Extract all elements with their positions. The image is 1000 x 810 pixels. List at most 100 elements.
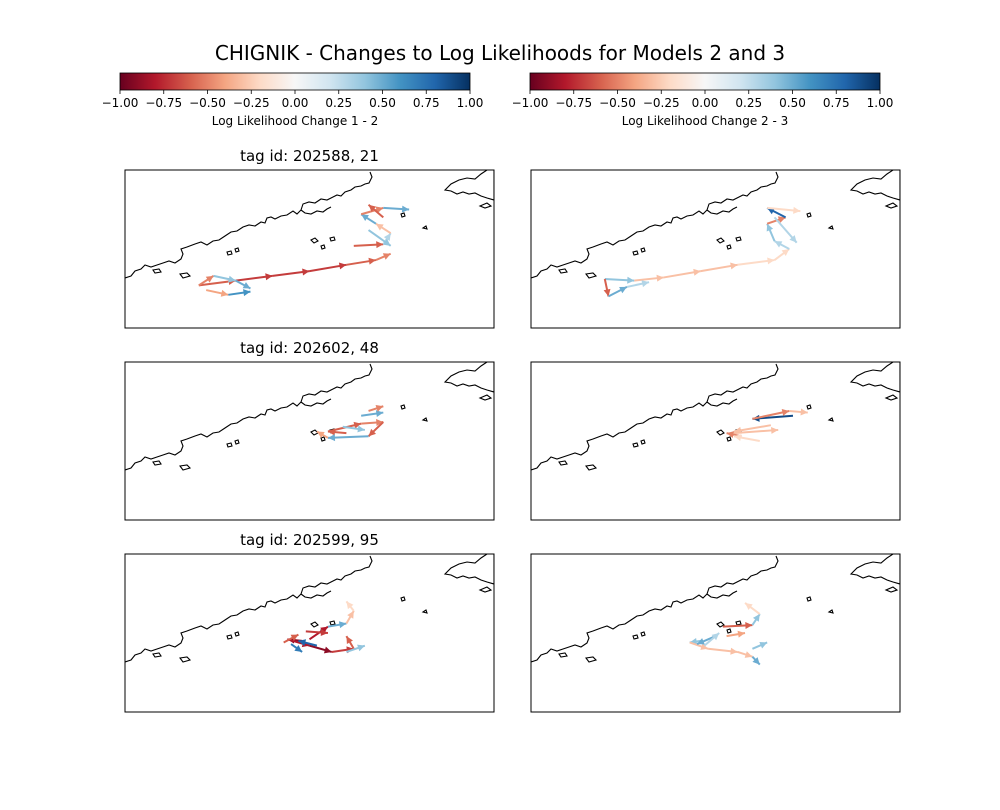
track-arrow — [235, 279, 251, 290]
coastline-east — [849, 554, 900, 585]
coastline-east — [443, 170, 494, 201]
colorbar-tick-label: −1.00 — [512, 96, 549, 110]
track-arrow — [744, 602, 761, 615]
island — [421, 417, 428, 422]
island — [310, 621, 319, 628]
track-arrow — [663, 268, 701, 279]
track-arrow — [383, 205, 410, 213]
map-panel-2-1 — [124, 361, 495, 521]
island — [827, 609, 834, 614]
track-arrow — [205, 289, 229, 297]
track-arrow — [316, 430, 329, 439]
track-arrow — [737, 651, 753, 658]
island — [400, 596, 406, 602]
map-panel-3-2 — [530, 553, 901, 713]
figure-title: CHIGNIK - Changes to Log Likelihoods for… — [215, 41, 785, 65]
track-arrow — [346, 257, 377, 266]
colorbar-tick-label: 0.75 — [413, 96, 440, 110]
island — [640, 247, 646, 253]
coastline — [706, 206, 738, 215]
colorbar-tick-label: −0.50 — [189, 96, 226, 110]
colorbar-tick-label: −0.25 — [643, 96, 680, 110]
island — [179, 656, 192, 663]
colorbar-label: Log Likelihood Change 2 - 3 — [622, 114, 789, 128]
colorbar-tick-label: −0.50 — [599, 96, 636, 110]
track-arrow — [789, 408, 808, 416]
island — [585, 656, 598, 663]
track-arrow — [327, 621, 347, 629]
island — [152, 460, 162, 466]
row-tag-1: tag id: 202588, 21 — [124, 147, 901, 329]
island — [421, 609, 428, 614]
colorbar-tick-label: 0.25 — [325, 96, 352, 110]
map-panel-1-1 — [124, 169, 495, 329]
colorbar-tick-label: 0.25 — [735, 96, 762, 110]
track-arrow — [773, 248, 790, 261]
track-arrow — [345, 635, 355, 650]
island — [735, 620, 742, 626]
coastline — [706, 398, 738, 407]
coastline-east — [443, 362, 494, 393]
track-arrow — [367, 204, 384, 219]
map-frame — [530, 169, 901, 329]
track-arrow — [346, 644, 366, 653]
coastline-east — [849, 362, 900, 393]
island — [884, 202, 899, 209]
track-arrow — [375, 222, 392, 235]
island — [320, 244, 326, 250]
island — [152, 268, 162, 274]
track-arrow — [228, 289, 251, 297]
colorbar-tick-label: 1.00 — [457, 96, 484, 110]
track-arrow — [703, 632, 720, 647]
colorbar-tick-label: −0.75 — [145, 96, 182, 110]
track-arrow — [726, 630, 746, 638]
track-arrow — [773, 216, 798, 244]
track-arrow — [774, 240, 790, 250]
island — [806, 212, 812, 218]
track-arrow — [342, 425, 365, 433]
track-arrow — [361, 419, 384, 427]
colorbars: −1.00 −0.75 −0.50 −0.25 0.00 0.25 0.50 0.75 1.00… — [102, 72, 893, 128]
colorbar-gradient — [529, 72, 881, 91]
island — [179, 464, 192, 471]
coastline — [300, 206, 332, 215]
track-arrow — [213, 274, 236, 283]
island — [585, 272, 598, 279]
island — [884, 586, 899, 593]
track-arrow — [327, 434, 369, 442]
map-panel-3-1 — [124, 553, 495, 713]
track-arrow — [345, 600, 355, 612]
track-arrow — [708, 647, 738, 655]
row-tag-3: tag id: 202599, 95 — [124, 531, 901, 713]
panel-title: tag id: 202599, 95 — [240, 531, 379, 549]
track-arrow — [766, 207, 787, 219]
track-arrow — [367, 421, 384, 437]
track-arrow — [198, 275, 215, 287]
coastline — [531, 171, 779, 279]
island — [478, 202, 493, 209]
coastline — [300, 398, 332, 407]
coastline — [125, 555, 373, 663]
colorbar-tick-label: −0.75 — [555, 96, 592, 110]
track-arrow — [722, 621, 753, 629]
panel-title: tag id: 202588, 21 — [240, 147, 379, 165]
track-arrow — [700, 262, 738, 273]
map-frame — [530, 361, 901, 521]
track-arrow — [634, 274, 664, 282]
island — [478, 394, 493, 401]
coastline — [706, 590, 738, 599]
island — [234, 439, 240, 445]
track-arrow — [283, 633, 299, 644]
island — [234, 247, 240, 253]
map-panels: tag id: 202588, 21 tag id: 202602, 48 tag … — [124, 147, 901, 713]
island — [558, 652, 568, 658]
track-arrow — [608, 286, 628, 298]
island — [234, 631, 240, 637]
island — [632, 442, 639, 448]
row-tag-2: tag id: 202602, 48 — [124, 339, 901, 521]
track-arrow — [689, 641, 709, 650]
island — [226, 634, 233, 640]
island — [884, 394, 899, 401]
colorbar-tick-label: −1.00 — [102, 96, 139, 110]
coastline — [531, 555, 779, 663]
